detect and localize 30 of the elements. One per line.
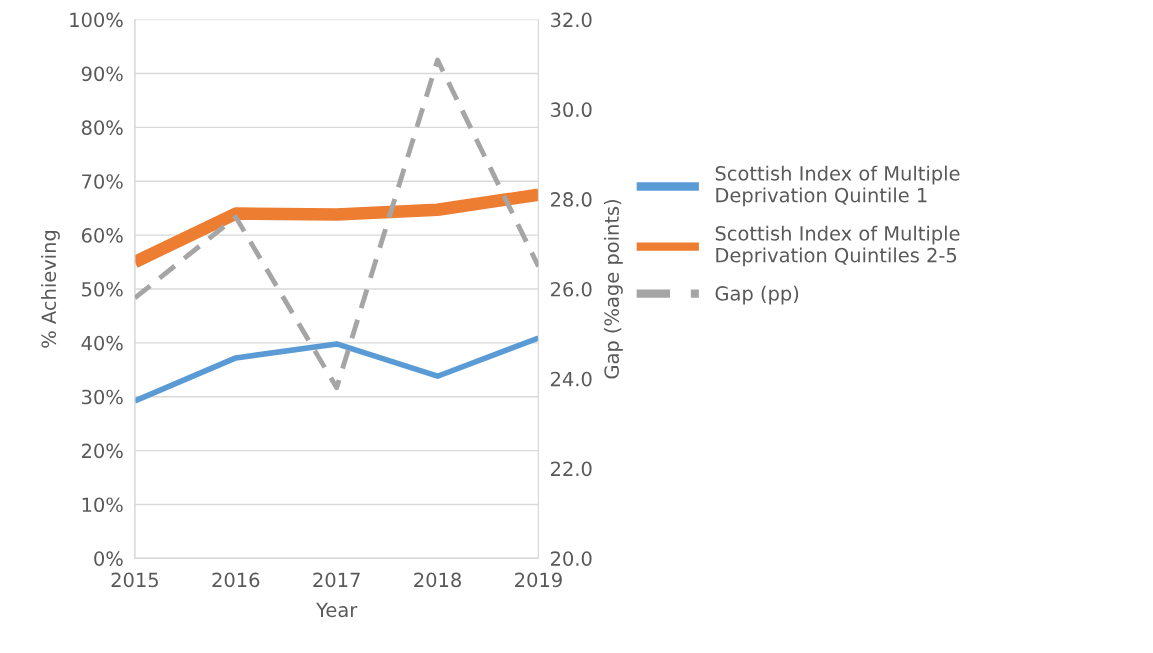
y-tick-label: 0% (94, 551, 123, 566)
x-axis-title: Year (316, 602, 358, 618)
y2-tick-label: 22.0 (550, 461, 592, 477)
x-tick-label: 2018 (414, 572, 461, 588)
y-axis-title: % Achieving (41, 230, 60, 348)
y2-tick-label: 28.0 (550, 192, 592, 207)
y-tick-label: 100% (70, 12, 123, 28)
line-series (134, 57, 539, 391)
y-tick-label: 70% (82, 174, 123, 189)
y-tick-label: 80% (81, 120, 123, 135)
y2-tick-label: 24.0 (550, 371, 592, 387)
y2-tick-label: 26.0 (550, 281, 592, 297)
y2-tick-label: 20.0 (550, 551, 592, 566)
y2-axis-title: Gap (%age points) (603, 199, 623, 379)
y2-tick-label: 30.0 (551, 102, 592, 118)
y2-tick-label: 32.0 (551, 12, 592, 28)
y-tick-label: 40% (81, 335, 123, 351)
x-tick-label: 2016 (212, 572, 260, 588)
x-tick-label: 2017 (313, 572, 360, 588)
y-tick-label: 60% (81, 228, 123, 243)
x-tick-label: 2015 (111, 572, 158, 588)
legend-label: Scottish Index of Multiple Deprivation Quintile 1 (715, 165, 960, 207)
legend-label: Scottish Index of Multiple Deprivation Quintiles 2-5 (715, 225, 960, 267)
y-tick-label: 30% (82, 389, 123, 405)
y-tick-label: 20% (82, 443, 123, 459)
x-tick-label: 2019 (515, 572, 562, 588)
y-tick-label: 50% (82, 281, 123, 297)
legend-label: Gap (pp) (715, 285, 799, 305)
y-tick-label: 10% (82, 497, 123, 513)
y-tick-label: 90% (81, 66, 123, 82)
